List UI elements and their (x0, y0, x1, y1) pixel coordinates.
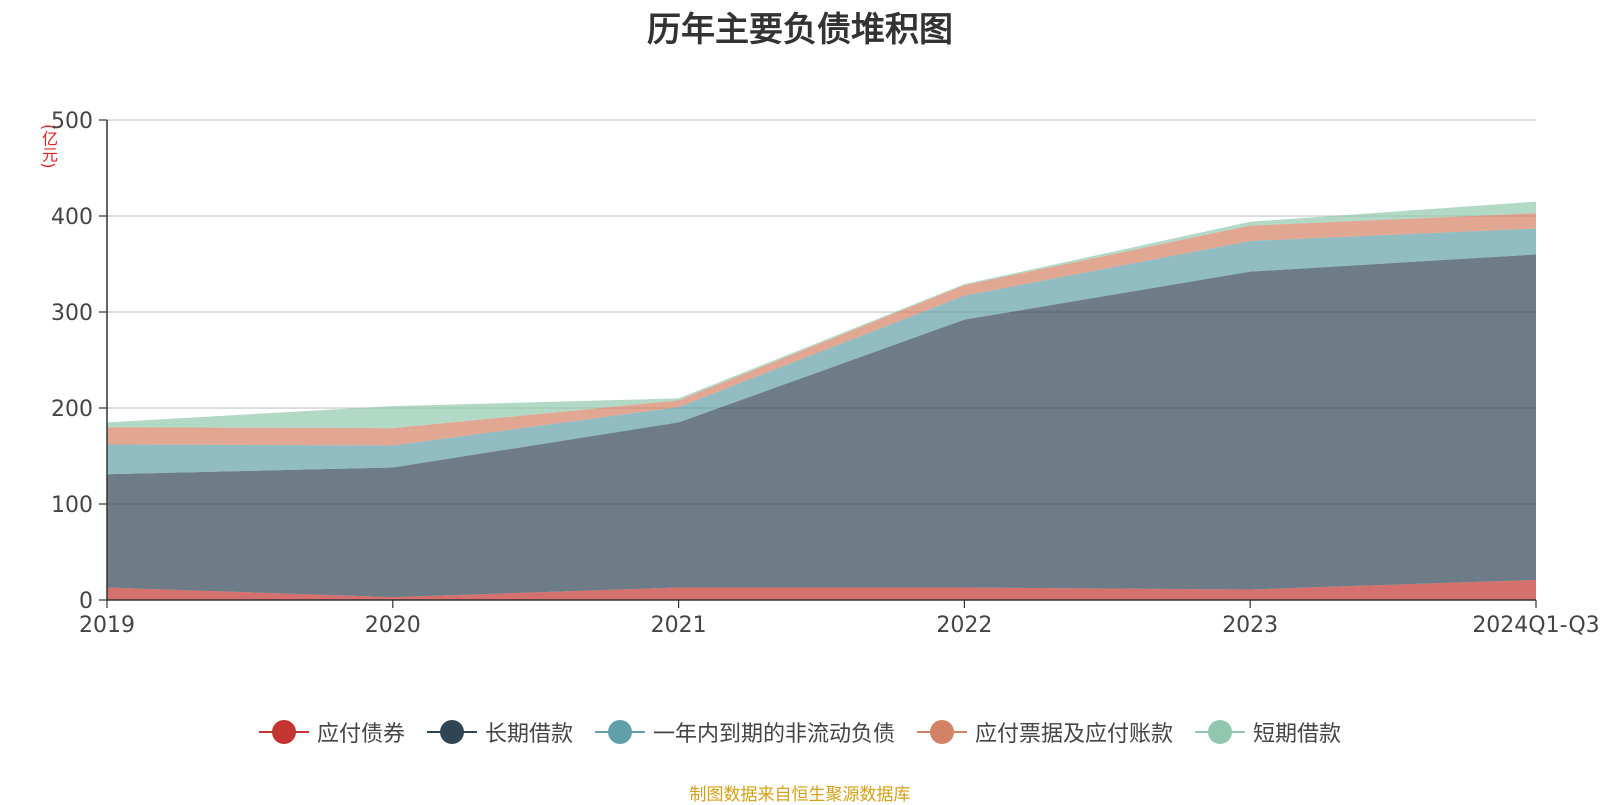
y-tick-label: 500 (51, 109, 93, 134)
legend: 应付债券 长期借款 一年内到期的非流动负债 应付票据及应付账款 短期借款 (0, 716, 1600, 748)
legend-label: 应付票据及应付账款 (975, 722, 1174, 747)
legend-dot-icon (607, 720, 632, 744)
legend-marker-icon (1195, 720, 1246, 744)
area-series-2 (107, 228, 1536, 475)
area-series-layer (107, 199, 1539, 600)
data-point-4-4 (1247, 219, 1253, 225)
y-tick-label: 400 (51, 205, 93, 230)
x-tick-label: 2023 (1222, 613, 1278, 638)
area-series-0 (107, 579, 1536, 600)
legend-marker-icon (426, 720, 477, 744)
legend-item-2[interactable]: 一年内到期的非流动负债 (594, 716, 895, 748)
legend-label: 短期借款 (1253, 722, 1342, 747)
chart-title: 历年主要负债堆积图 (647, 10, 953, 50)
legend-dot-icon (271, 720, 296, 744)
area-series-1 (107, 254, 1536, 598)
legend-marker-icon (594, 720, 645, 744)
data-point-4-3 (961, 281, 967, 287)
y-tick-label: 0 (79, 589, 93, 614)
legend-marker-icon (258, 720, 309, 744)
y-tick-label: 300 (51, 301, 93, 326)
legend-item-0[interactable]: 应付债券 (258, 716, 405, 748)
y-tick-label: 100 (51, 493, 93, 518)
x-tick-label: 2021 (651, 613, 707, 638)
legend-marker-icon (917, 720, 967, 744)
legend-dot-icon (930, 720, 954, 744)
legend-item-1[interactable]: 长期借款 (426, 716, 573, 748)
source-note: 制图数据来自恒生聚源数据库 (689, 785, 911, 805)
x-tick-label: 2019 (79, 613, 135, 638)
x-tick-label: 2022 (936, 613, 992, 638)
y-tick-label: 200 (51, 397, 93, 422)
legend-label: 一年内到期的非流动负债 (652, 722, 895, 747)
x-tick-label: 2024Q1-Q3 (1472, 613, 1599, 638)
legend-label: 应付债券 (316, 722, 405, 747)
x-tick-label: 2020 (365, 613, 421, 638)
legend-dot-icon (439, 720, 464, 744)
legend-item-4[interactable]: 短期借款 (1195, 716, 1341, 748)
y-axis-unit-label: (亿元) (39, 124, 58, 169)
legend-label: 长期借款 (484, 722, 573, 747)
axes: 0 100 200 300 400 500 2019 2020 2021 2022 2023 2024… (51, 109, 1600, 638)
data-point-4-1 (390, 403, 396, 409)
legend-dot-icon (1208, 720, 1233, 744)
legend-item-3[interactable]: 应付票据及应付账款 (917, 716, 1173, 748)
data-point-4-2 (676, 395, 682, 401)
data-point-4-5 (1533, 199, 1539, 205)
